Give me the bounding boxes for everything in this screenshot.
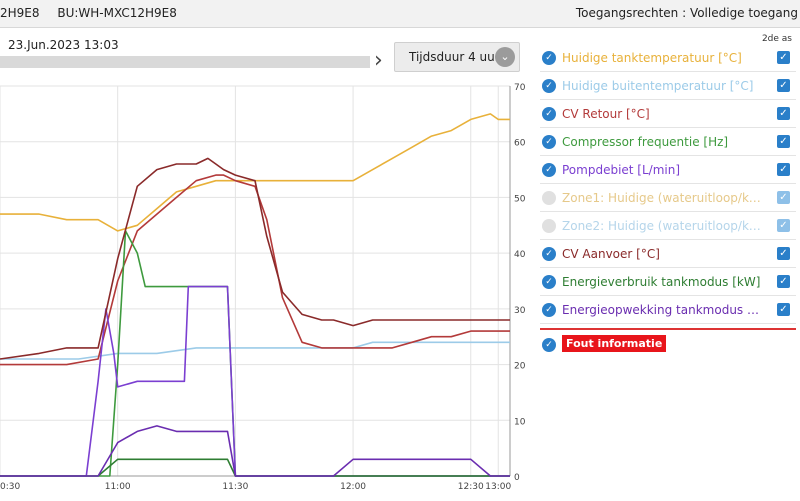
check-circle-icon[interactable]: ✓ <box>542 338 556 352</box>
time-scrollbar[interactable] <box>0 56 370 68</box>
second-axis-checkbox[interactable]: ✓ <box>777 107 790 120</box>
chevron-down-icon[interactable]: ⌄ <box>495 47 515 67</box>
legend-item-label: Energieverbruik tankmodus [kW] <box>562 275 761 289</box>
legend-item-label: Huidige tanktemperatuur [°C] <box>562 51 742 65</box>
second-axis-checkbox[interactable]: ✓ <box>777 79 790 92</box>
check-circle-icon[interactable]: ✓ <box>542 275 556 289</box>
second-axis-checkbox[interactable]: ✓ <box>777 219 790 232</box>
check-circle-icon[interactable]: ✓ <box>542 303 556 317</box>
legend-item[interactable]: ✓ Energieopwekking tankmodus [kW] ✓ <box>540 296 796 324</box>
check-circle-icon[interactable]: ✓ <box>542 135 556 149</box>
legend-item-label: Zone1: Huidige (wateruitloop/kamer... <box>562 191 762 205</box>
legend-item[interactable]: ✓ Huidige buitentemperatuur [°C] ✓ <box>540 72 796 100</box>
legend-item[interactable]: ✓ Huidige tanktemperatuur [°C] ✓ <box>540 44 796 72</box>
chevron-right-icon[interactable]: › <box>374 48 383 73</box>
y2-tick-label: 30 <box>514 306 526 316</box>
legend-item[interactable]: ✓ CV Retour [°C] ✓ <box>540 100 796 128</box>
check-circle-icon[interactable]: ✓ <box>542 107 556 121</box>
second-axis-checkbox[interactable]: ✓ <box>777 303 790 316</box>
x-tick-label: 11:00 <box>105 482 131 492</box>
second-axis-checkbox[interactable]: ✓ <box>777 247 790 260</box>
legend-item[interactable]: ✓ CV Aanvoer [°C] ✓ <box>540 240 796 268</box>
check-circle-icon[interactable]: ✓ <box>542 219 556 233</box>
series-line <box>0 113 510 232</box>
top-bar: 2H9E8 BU:WH-MXC12H9E8 Toegangsrechten : … <box>0 0 800 28</box>
legend-item[interactable]: ✓ Energieverbruik tankmodus [kW] ✓ <box>540 268 796 296</box>
legend-separator <box>540 328 796 330</box>
x-tick-label: 12:00 <box>340 482 366 492</box>
legend-item[interactable]: ✓ Compressor frequentie [Hz] ✓ <box>540 128 796 156</box>
second-axis-checkbox[interactable]: ✓ <box>777 135 790 148</box>
y2-tick-label: 40 <box>514 250 526 260</box>
device-info: 2H9E8 BU:WH-MXC12H9E8 <box>0 6 191 20</box>
access-rights: Toegangsrechten : Volledige toegang <box>575 6 798 20</box>
bu-id: BU:WH-MXC12H9E8 <box>57 6 177 20</box>
duration-label: Tijdsduur 4 uur <box>409 50 500 64</box>
check-circle-icon[interactable]: ✓ <box>542 163 556 177</box>
y2-tick-label: 10 <box>514 417 526 427</box>
fault-info-label: Fout informatie <box>562 335 667 352</box>
legend-item[interactable]: ✓ Zone1: Huidige (wateruitloop/kamer... ✓ <box>540 184 796 212</box>
series-line <box>0 425 510 477</box>
second-axis-checkbox[interactable]: ✓ <box>777 191 790 204</box>
y2-tick-label: 70 <box>514 83 526 93</box>
second-axis-checkbox[interactable]: ✓ <box>777 163 790 176</box>
series-line <box>0 458 510 477</box>
series-line <box>0 285 510 477</box>
y2-tick-label: 60 <box>514 139 526 149</box>
history-chart: 0 10 20 30 40 50 60 70 0:30 11:00 11:30 12:00 12:30 1… <box>0 83 526 492</box>
x-tick-label: 0:30 <box>0 482 20 492</box>
check-circle-icon[interactable]: ✓ <box>542 191 556 205</box>
series-line <box>0 341 510 360</box>
legend-item-label: Zone2: Huidige (wateruitloop/kamer... <box>562 219 762 233</box>
legend-item[interactable]: ✓ Pompdebiet [L/min] ✓ <box>540 156 796 184</box>
series-line <box>0 157 510 360</box>
y2-tick-label: 0 <box>514 473 520 483</box>
y2-tick-label: 50 <box>514 194 526 204</box>
check-circle-icon[interactable]: ✓ <box>542 51 556 65</box>
legend-item-label: CV Aanvoer [°C] <box>562 247 660 261</box>
second-axis-header: 2de as <box>761 34 792 44</box>
check-circle-icon[interactable]: ✓ <box>542 247 556 261</box>
legend-item-label: Compressor frequentie [Hz] <box>562 135 729 149</box>
duration-select[interactable]: Tijdsduur 4 uur ⌄ <box>394 42 520 72</box>
x-tick-label: 13:00 <box>485 482 511 492</box>
series-line <box>0 230 510 477</box>
legend-item-label: Pompdebiet [L/min] <box>562 163 681 177</box>
check-circle-icon[interactable]: ✓ <box>542 79 556 93</box>
x-tick-label: 12:30 <box>458 482 484 492</box>
legend-item-label: Huidige buitentemperatuur [°C] <box>562 79 754 93</box>
legend-item-label: Energieopwekking tankmodus [kW] <box>562 303 762 317</box>
y2-tick-label: 20 <box>514 362 526 372</box>
device-id: 2H9E8 <box>0 6 40 20</box>
series-line <box>0 174 510 366</box>
legend-item[interactable]: ✓ Zone2: Huidige (wateruitloop/kamer... ✓ <box>540 212 796 240</box>
second-axis-checkbox[interactable]: ✓ <box>777 275 790 288</box>
legend-item-label: CV Retour [°C] <box>562 107 650 121</box>
x-tick-label: 11:30 <box>222 482 248 492</box>
second-axis-checkbox[interactable]: ✓ <box>777 51 790 64</box>
current-datetime: 23.Jun.2023 13:03 <box>8 38 119 52</box>
